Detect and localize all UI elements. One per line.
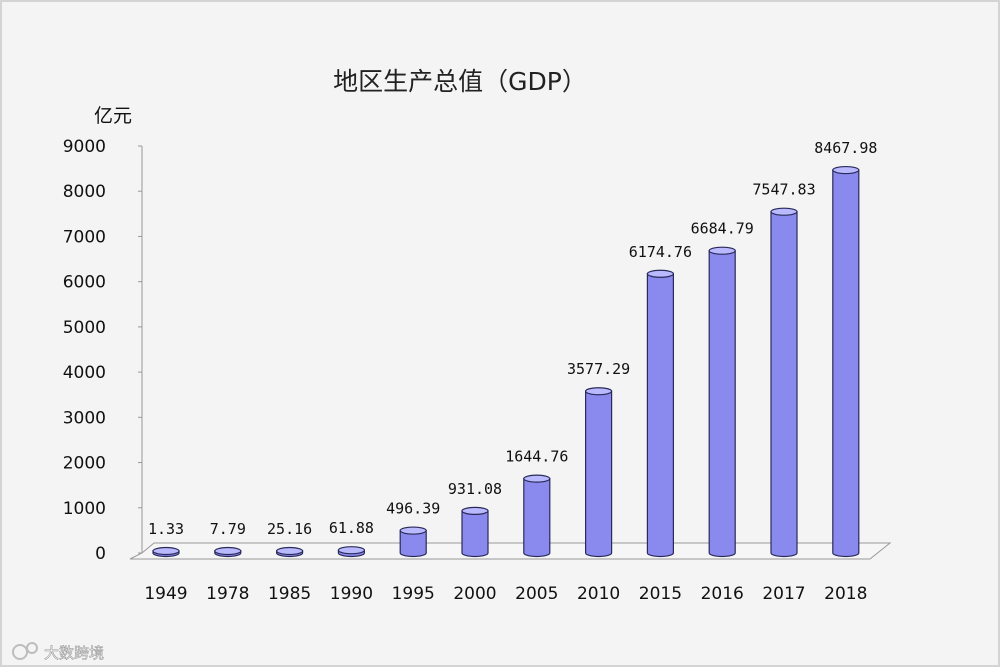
- x-tick-label: 2010: [577, 584, 620, 604]
- bar-body: [399, 529, 427, 558]
- bar-top: [708, 246, 736, 255]
- data-label: 25.16: [267, 520, 312, 538]
- bar-body: [708, 250, 736, 558]
- watermark-text: 大数跨境: [44, 644, 104, 662]
- data-label: 7.79: [210, 520, 246, 538]
- floor-plane: [129, 542, 892, 560]
- x-tick-label: 1990: [330, 584, 373, 604]
- bar: [152, 546, 180, 558]
- y-tick-label: 7000: [63, 227, 106, 247]
- y-tick-label: 8000: [63, 182, 106, 202]
- bar-top: [152, 546, 180, 556]
- x-tick-label: 2000: [453, 584, 496, 604]
- x-tick-label: 1978: [206, 584, 249, 604]
- bar: [708, 246, 736, 558]
- bar-body: [585, 390, 613, 558]
- x-tick-label: 2015: [639, 584, 682, 604]
- y-tick-labels: 0 1000 2000 3000 4000 5000 6000 7000 8000 9000: [63, 137, 142, 564]
- watermark-icon-small: [26, 642, 38, 654]
- bar-body: [646, 273, 674, 558]
- data-label: 1644.76: [505, 448, 568, 466]
- x-tick-label: 1985: [268, 584, 311, 604]
- x-tick-label: 2018: [824, 584, 867, 604]
- y-tick-label: 9000: [63, 137, 106, 157]
- data-label: 3577.29: [567, 360, 630, 378]
- bar-top: [214, 546, 242, 556]
- bar: [584, 387, 613, 558]
- bar: [646, 269, 675, 558]
- data-label: 1.33: [148, 520, 184, 538]
- data-label: 7547.83: [752, 181, 815, 199]
- bar-top: [461, 506, 489, 515]
- data-label: 8467.98: [814, 139, 877, 157]
- bars: [152, 165, 860, 558]
- y-tick-label: 5000: [63, 318, 106, 338]
- bar-body: [832, 169, 860, 558]
- bar-top: [584, 387, 613, 396]
- bar: [770, 207, 798, 558]
- y-tick-label: 6000: [63, 273, 106, 293]
- bar-body: [523, 478, 551, 558]
- bar-top: [276, 546, 304, 556]
- data-label: 496.39: [386, 500, 440, 518]
- y-tick-label: 2000: [63, 454, 106, 474]
- bar: [276, 546, 304, 558]
- data-label: 931.08: [448, 480, 502, 498]
- watermark-logo: 大数跨境: [12, 642, 104, 662]
- bar: [214, 546, 242, 558]
- bar: [399, 526, 427, 558]
- bar: [461, 506, 489, 558]
- x-tick-label: 1995: [392, 584, 435, 604]
- x-tick-label: 1949: [144, 584, 187, 604]
- bar-body: [770, 211, 798, 558]
- data-label: 6174.76: [629, 243, 692, 261]
- bar-top: [337, 546, 365, 555]
- bar-top: [646, 269, 675, 278]
- x-tick-label: 2016: [701, 584, 744, 604]
- x-tick-label: 2017: [762, 584, 805, 604]
- watermark-icon: [12, 644, 28, 660]
- bar: [337, 546, 365, 558]
- bar-top: [523, 474, 551, 483]
- y-tick-label: 4000: [63, 363, 106, 383]
- axes: [129, 146, 892, 560]
- y-tick-label: 3000: [63, 408, 106, 428]
- x-tick-labels: 1949 1978 1985 1990 1995 2000 2005 2010 2015 2016…: [144, 584, 867, 604]
- data-label: 6684.79: [691, 220, 754, 238]
- y-tick-label: 1000: [63, 499, 106, 519]
- bar-top: [832, 165, 860, 175]
- y-axis-unit-label: 亿元: [94, 105, 132, 127]
- data-label: 61.88: [329, 519, 374, 537]
- bar-top: [399, 526, 427, 535]
- y-tick-label: 0: [95, 544, 106, 564]
- bar: [523, 474, 551, 558]
- chart-title: 地区生产总值（GDP）: [333, 67, 587, 96]
- bar: [832, 165, 860, 558]
- bar-body: [461, 510, 489, 558]
- x-tick-label: 2005: [515, 584, 558, 604]
- bar-top: [770, 207, 798, 216]
